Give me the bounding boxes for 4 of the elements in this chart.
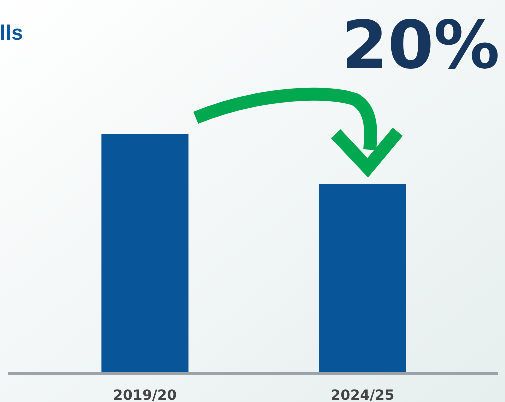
x-tick-label: 2024/25 — [331, 388, 395, 402]
text: 20% — [342, 7, 500, 84]
x-tick-label: 2019/20 — [113, 388, 178, 402]
chart-title: lls — [0, 22, 24, 45]
